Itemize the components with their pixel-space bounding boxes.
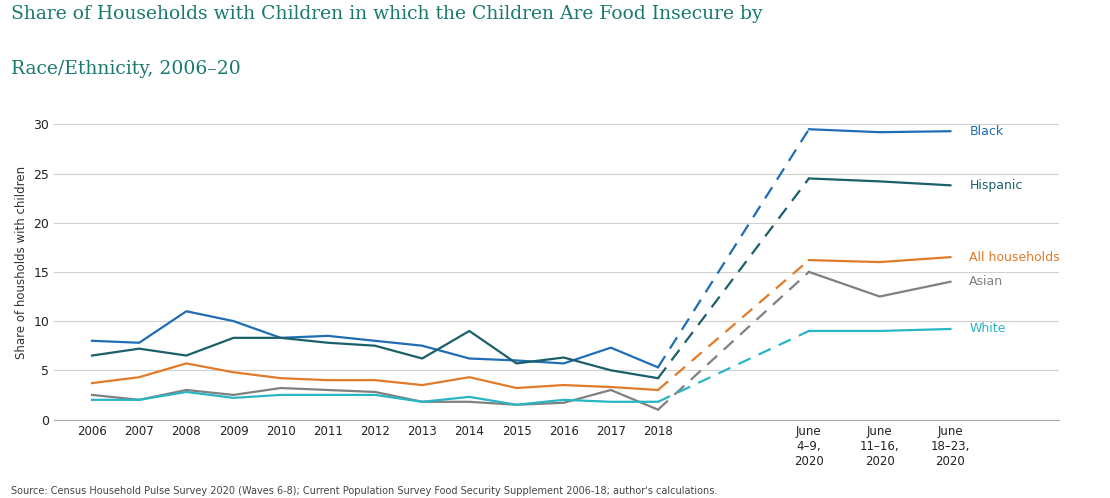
Text: All households: All households: [969, 250, 1060, 263]
Text: Black: Black: [969, 124, 1003, 138]
Text: Hispanic: Hispanic: [969, 179, 1022, 192]
Text: Race/Ethnicity, 2006–20: Race/Ethnicity, 2006–20: [11, 60, 241, 78]
Text: Asian: Asian: [969, 275, 1003, 288]
Text: White: White: [969, 323, 1006, 336]
Text: Share of Households with Children in which the Children Are Food Insecure by: Share of Households with Children in whi…: [11, 5, 763, 23]
Text: Source: Census Household Pulse Survey 2020 (Waves 6-8); Current Population Surve: Source: Census Household Pulse Survey 20…: [11, 486, 717, 496]
Y-axis label: Share of housholds with children: Share of housholds with children: [16, 165, 28, 359]
